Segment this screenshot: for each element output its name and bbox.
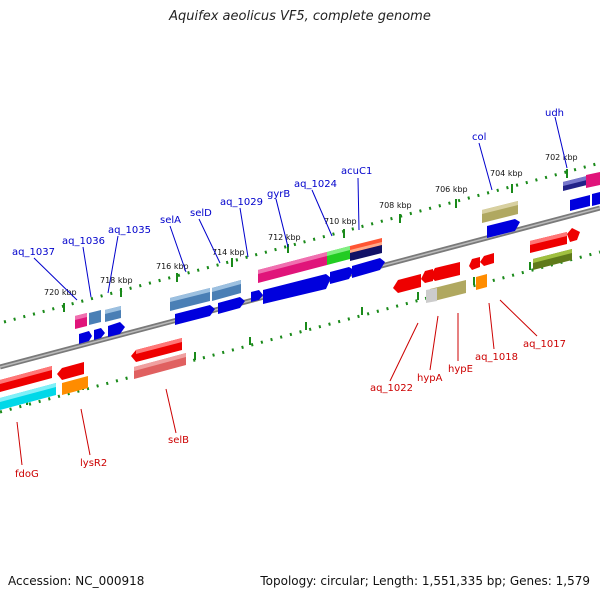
gene-label-hypE: hypE	[448, 364, 473, 375]
gene-label-aq_1036: aq_1036	[62, 236, 105, 247]
gene-label-gyrB: gyrB	[267, 189, 290, 200]
reverse-gene-blocks	[0, 228, 580, 410]
scale-label: 708 kbp	[379, 201, 412, 210]
gene-label-selA: selA	[160, 215, 181, 226]
upper-major-ticks	[63, 169, 568, 312]
accession-text: Accession: NC_000918	[8, 574, 145, 588]
gene-label-aq_1029: aq_1029	[220, 197, 263, 208]
gene-label-udh: udh	[545, 108, 564, 119]
scale-label: 710 kbp	[324, 217, 357, 226]
forward-leader-lines	[33, 116, 568, 301]
gene-label-col: col	[472, 132, 486, 143]
scale-label: 706 kbp	[435, 185, 468, 194]
forward-labels: udh col acuC1 aq_1024 gyrB aq_1029 selD …	[12, 108, 564, 258]
gene-label-aq_1035: aq_1035	[108, 225, 151, 236]
scale-label: 712 kbp	[268, 233, 301, 242]
scale-label: 714 kbp	[212, 248, 245, 257]
gene-label-aq_1024: aq_1024	[294, 179, 337, 190]
gene-label-aq_1037: aq_1037	[12, 247, 55, 258]
gene-label-aq_1018: aq_1018	[475, 352, 518, 363]
lower-scale-track	[0, 250, 600, 414]
gene-label-lysR2: lysR2	[80, 458, 107, 469]
forward-gene-blocks	[75, 172, 600, 344]
scale-label: 704 kbp	[490, 169, 523, 178]
gene-label-hypA: hypA	[417, 373, 443, 384]
scale-label: 702 kbp	[545, 153, 578, 162]
genome-title: Aquifex aeolicus VF5, complete genome	[169, 9, 431, 24]
scale-label: 720 kbp	[44, 288, 77, 297]
gene-label-fdoG: fdoG	[15, 469, 39, 480]
gene-label-selB: selB	[168, 435, 189, 446]
reverse-labels: aq_1017 aq_1018 hypE hypA aq_1022 selB l…	[15, 339, 566, 480]
gene-label-aq_1022: aq_1022	[370, 383, 413, 394]
genome-summary-text: Topology: circular; Length: 1,551,335 bp…	[260, 574, 590, 588]
gene-label-acuC1: acuC1	[341, 166, 372, 177]
scale-label: 718 kbp	[100, 276, 133, 285]
scale-label: 716 kbp	[156, 262, 189, 271]
reverse-leader-lines	[16, 299, 538, 466]
scale-labels: 702 kbp 704 kbp 706 kbp 708 kbp 710 kbp …	[44, 153, 578, 297]
gene-label-aq_1017: aq_1017	[523, 339, 566, 350]
gene-label-selD: selD	[190, 208, 212, 219]
